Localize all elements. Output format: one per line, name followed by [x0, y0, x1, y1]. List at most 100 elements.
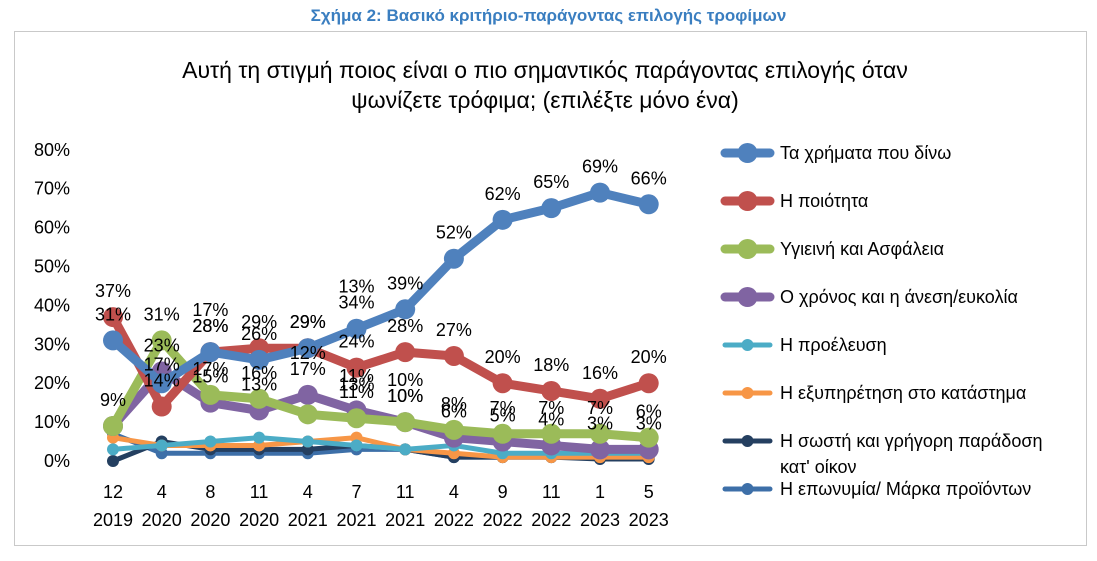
series-point: [200, 384, 221, 405]
data-label: 13%: [338, 277, 374, 297]
chart-title-line-2: ψωνίζετε τρόφιμα; (επιλέξτε μόνο ένα): [351, 87, 739, 113]
legend-label: Υγιεινή και Ασφάλεια: [780, 239, 944, 259]
series-point: [297, 384, 318, 405]
x-tick-year: 2021: [385, 510, 425, 530]
legend-swatch-marker: [737, 287, 758, 307]
data-label: 17%: [192, 300, 228, 320]
data-label: 5%: [490, 406, 516, 426]
series-point: [638, 427, 659, 448]
chart-frame: [14, 31, 1087, 546]
series-point: [204, 435, 217, 448]
legend-item: Η επωνυμία/ Μάρκα προϊόντων: [722, 479, 1031, 499]
series-point: [249, 388, 270, 409]
data-label: 65%: [533, 172, 569, 192]
series-point: [541, 380, 562, 401]
x-tick-year: 2020: [142, 510, 182, 530]
series-point: [151, 330, 172, 351]
series-line: [110, 435, 652, 460]
series-point: [443, 419, 464, 440]
data-label: 10%: [387, 386, 423, 406]
series-point: [107, 443, 119, 456]
series-0: [103, 182, 659, 394]
data-label: 28%: [192, 316, 228, 336]
figure-caption: Σχήμα 2: Βασικό κριτήριο-παράγοντας επιλ…: [310, 6, 787, 25]
data-label: 20%: [631, 347, 667, 367]
data-label: 62%: [485, 184, 521, 204]
legend-label: Η σωστή και γρήγορη παράδοση: [780, 431, 1042, 451]
series-point: [301, 435, 314, 448]
series-point: [395, 342, 416, 363]
x-tick-year: 2022: [531, 510, 571, 530]
data-labels: 31%28% 26%29%34%39%52%62%65%69%66%37%14%2…: [95, 157, 667, 434]
data-label: 27%: [436, 320, 472, 340]
legend-label: Η εξυπηρέτηση στο κατάστημα: [780, 383, 1026, 403]
x-tick-year: 2021: [288, 510, 328, 530]
data-label: 29%: [290, 312, 326, 332]
chart-title-line-1: Αυτή τη στιγμή ποιος είναι ο πιο σημαντι…: [182, 57, 908, 83]
legend-swatch-marker: [737, 239, 758, 259]
legend-label: κατ' οίκον: [780, 457, 857, 477]
x-tick-year: 2019: [93, 510, 133, 530]
data-label: 8%: [441, 394, 467, 414]
series-point: [350, 439, 363, 452]
data-label: 12%: [290, 343, 326, 363]
y-tick-label: 0%: [44, 451, 70, 471]
data-label: 39%: [387, 273, 423, 293]
data-label: 6%: [636, 402, 662, 422]
data-label: 10%: [387, 370, 423, 390]
series-point: [399, 443, 412, 456]
legend-swatch-marker: [737, 143, 758, 163]
data-label: 13%: [241, 374, 277, 394]
data-label: 18%: [533, 355, 569, 375]
series-point: [200, 342, 221, 363]
data-label: 29%: [241, 312, 277, 332]
chart-title: Αυτή τη στιγμή ποιος είναι ο πιο σημαντι…: [182, 57, 908, 113]
x-tick-month: 11: [250, 482, 269, 502]
legend-label: Η επωνυμία/ Μάρκα προϊόντων: [780, 479, 1031, 499]
series-point: [541, 198, 562, 219]
legend-item: Υγιεινή και Ασφάλεια: [720, 239, 944, 259]
series-point: [249, 349, 270, 370]
x-tick-month: 5: [644, 482, 654, 502]
data-label: 3%: [636, 413, 662, 433]
data-label: 16%: [582, 363, 618, 383]
x-tick-year: 2022: [434, 510, 474, 530]
series-point: [443, 248, 464, 269]
series-point: [297, 404, 318, 425]
data-label: 31%: [95, 304, 131, 324]
legend-swatch-marker: [741, 435, 754, 447]
data-label: 29%: [290, 312, 326, 332]
legend-swatch-marker: [741, 483, 754, 495]
x-tick-month: 4: [303, 482, 313, 502]
y-tick-label: 30%: [34, 334, 70, 354]
series-point: [103, 330, 123, 351]
series-point: [443, 345, 464, 366]
data-label: 31%: [144, 304, 180, 324]
data-label: 9%: [100, 390, 126, 410]
data-label: 66%: [631, 168, 667, 188]
series-point: [638, 373, 659, 394]
data-label: 11%: [339, 382, 374, 402]
series-point: [492, 373, 513, 394]
series-point: [346, 318, 367, 339]
data-label: 7%: [538, 398, 564, 418]
series-line: [110, 435, 652, 456]
series-point: [103, 415, 123, 436]
x-tick-year: 2022: [483, 510, 523, 530]
series-point: [297, 338, 318, 359]
data-label: 13%: [338, 374, 374, 394]
data-label: 17%: [192, 359, 228, 379]
data-label: 34%: [338, 293, 374, 313]
y-tick-label: 40%: [34, 295, 70, 315]
x-tick-year: 2023: [580, 510, 620, 530]
legend-item: Τα χρήματα που δίνω: [720, 143, 951, 163]
series-point: [107, 455, 119, 467]
legend-item: Ο χρόνος και η άνεση/ευκολία: [720, 287, 1018, 307]
series-point: [395, 412, 416, 433]
legend: Τα χρήματα που δίνω Η ποιότητα Υγιεινή και…: [720, 143, 1042, 499]
legend-label: Τα χρήματα που δίνω: [780, 143, 951, 163]
data-label: 14%: [144, 371, 180, 391]
data-label: 17%: [144, 355, 180, 375]
x-tick-month: 11: [396, 482, 415, 502]
data-label: 3%: [587, 413, 613, 433]
